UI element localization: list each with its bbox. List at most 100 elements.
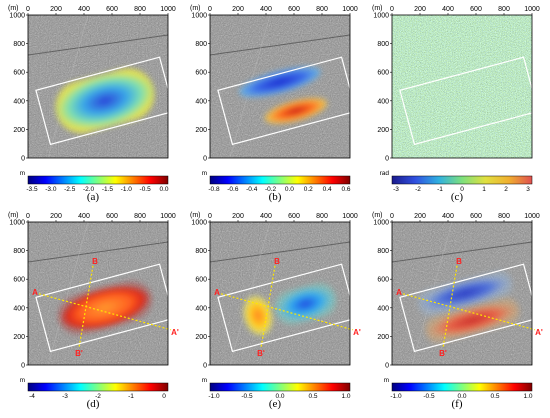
panel-a: (m) 0 200 400 600 800 1000 1000 800 600 400 200 0 m -3…	[4, 0, 182, 205]
y-tick-label: 200	[377, 334, 389, 341]
colorbar-tick-label: 0	[460, 186, 464, 193]
axis-unit-label: (m)	[372, 5, 383, 12]
plot-frame	[209, 221, 351, 366]
colorbar-tick-label: -1.0	[390, 393, 402, 400]
colorbar-tick-label: 1.0	[523, 393, 532, 400]
profile-b-end-label: B'	[75, 349, 83, 358]
x-tick-label: 400	[260, 6, 272, 13]
uplift-lobe	[239, 66, 321, 98]
y-tick-label: 400	[377, 98, 389, 105]
x-tick-label: 600	[106, 213, 118, 220]
panel-d: A A' B B' (m) 0 200 400 600 800 1000 1000 800 600 400 2…	[4, 207, 182, 412]
x-tick-label: 0	[26, 213, 30, 220]
x-tick-label: 200	[50, 6, 62, 13]
panel-f: A A' B B' (m) 0 200 400 600 800 1000 1000 800 600 400 2…	[368, 207, 546, 412]
profile-lines: A A' B B'	[214, 257, 361, 358]
panel-b: (m) 0 200 400 600 800 1000 1000 800 600 400 200 0 m -0…	[186, 0, 364, 205]
colorbar	[27, 382, 169, 392]
x-tick-label: 400	[78, 6, 90, 13]
panel-f-caption: (f)	[451, 398, 463, 410]
colorbar-tick-label: -2	[95, 393, 101, 400]
y-tick-label: 0	[203, 363, 207, 370]
colorbar-tick-label: -0.2	[265, 186, 277, 193]
y-tick-label: 600	[195, 70, 207, 77]
axis-unit-label: (m)	[8, 212, 19, 219]
x-tick-label: 0	[26, 6, 30, 13]
colorbar-tick-label: 2	[504, 186, 508, 193]
y-tick-label: 800	[195, 248, 207, 255]
y-tick-label: 200	[377, 127, 389, 134]
colorbar-tick-label: -4	[29, 393, 35, 400]
y-tick-label: 600	[377, 70, 389, 77]
colorbar-tick-label: -2	[415, 186, 421, 193]
profile-a-end-label: A'	[171, 328, 179, 337]
study-area-rectangle	[35, 263, 168, 353]
profile-b-line	[78, 265, 94, 348]
x-tick-label: 400	[442, 213, 454, 220]
y-tick-label: 1000	[191, 13, 207, 20]
x-tick-label: 0	[390, 6, 394, 13]
colorbar	[209, 382, 351, 392]
sar-image	[28, 15, 168, 158]
study-area-rectangle	[35, 56, 168, 146]
x-tick-label: 200	[414, 213, 426, 220]
panel-e-caption: (e)	[268, 398, 282, 410]
x-tick-label: 800	[316, 6, 328, 13]
x-tick-label: 800	[134, 213, 146, 220]
y-tick-label: 200	[13, 334, 25, 341]
y-tick-label: 0	[21, 156, 25, 163]
colorbar-tick-label: 0.0	[285, 186, 294, 193]
colorbar-tick-label: -1	[437, 186, 443, 193]
x-tick-label: 0	[390, 213, 394, 220]
panel-c: (m) 0 200 400 600 800 1000 1000 800 600 400 200 0 rad…	[368, 0, 546, 205]
profile-lines: A A' B B'	[396, 257, 543, 358]
y-tick-label: 0	[21, 363, 25, 370]
deformation-overlay	[35, 56, 168, 146]
panel-e: A A' B B' (m) 0 200 400 600 800 1000 1000 800 600 400 2…	[186, 207, 364, 412]
colorbar-tick-label: 0.0	[159, 186, 168, 193]
colorbar-tick-label: 0.2	[304, 186, 313, 193]
x-tick-label: 1000	[342, 213, 358, 220]
y-tick-label: 800	[377, 41, 389, 48]
profile-b-line	[260, 265, 276, 348]
colorbar-unit-label: m	[20, 170, 25, 177]
x-tick-label: 200	[50, 213, 62, 220]
y-tick-label: 400	[13, 98, 25, 105]
colorbar-tick-label: -0.4	[246, 186, 258, 193]
plot-frame	[209, 14, 351, 159]
panel-b-plot: (m) 0 200 400 600 800 1000 1000 800 600 400 200 0 m -0…	[190, 5, 358, 193]
axis-unit-label: (m)	[190, 5, 201, 12]
colorbar-tick-label: 0.5	[490, 393, 499, 400]
x-tick-label: 400	[78, 213, 90, 220]
colorbar	[391, 382, 533, 392]
colorbar-tick-label: 1	[482, 186, 486, 193]
x-tick-label: 400	[442, 6, 454, 13]
x-tick-label: 0	[208, 213, 212, 220]
colorbar-tick-label: -1.5	[102, 186, 114, 193]
panel-c-caption: (c)	[450, 191, 464, 203]
y-tick-label: 200	[195, 334, 207, 341]
colorbar	[209, 175, 351, 185]
x-tick-label: 1000	[524, 6, 540, 13]
panel-d-caption: (d)	[86, 398, 100, 410]
study-area-rectangle	[217, 263, 350, 353]
y-tick-label: 0	[203, 156, 207, 163]
profile-a-start-label: A	[214, 288, 220, 297]
south-lobe	[425, 298, 520, 343]
y-tick-label: 400	[13, 305, 25, 312]
terrain-line	[210, 241, 350, 263]
colorbar-unit-label: m	[384, 377, 389, 384]
colorbar-tick-label: -0.5	[423, 393, 435, 400]
study-area-rectangle	[399, 56, 532, 146]
terrain-line	[210, 34, 350, 56]
profile-b-end-label: B'	[257, 349, 265, 358]
terrain-line	[392, 241, 532, 263]
profile-a-start-label: A	[32, 288, 38, 297]
axis-unit-label: (m)	[372, 212, 383, 219]
x-tick-label: 200	[232, 6, 244, 13]
y-tick-label: 0	[385, 363, 389, 370]
panel-f-plot: A A' B B' (m) 0 200 400 600 800 1000 1000 800 600 400 2…	[372, 212, 543, 400]
colorbar-tick-label: 0.6	[341, 186, 350, 193]
sar-image	[210, 222, 350, 365]
plot-frame	[27, 14, 169, 159]
